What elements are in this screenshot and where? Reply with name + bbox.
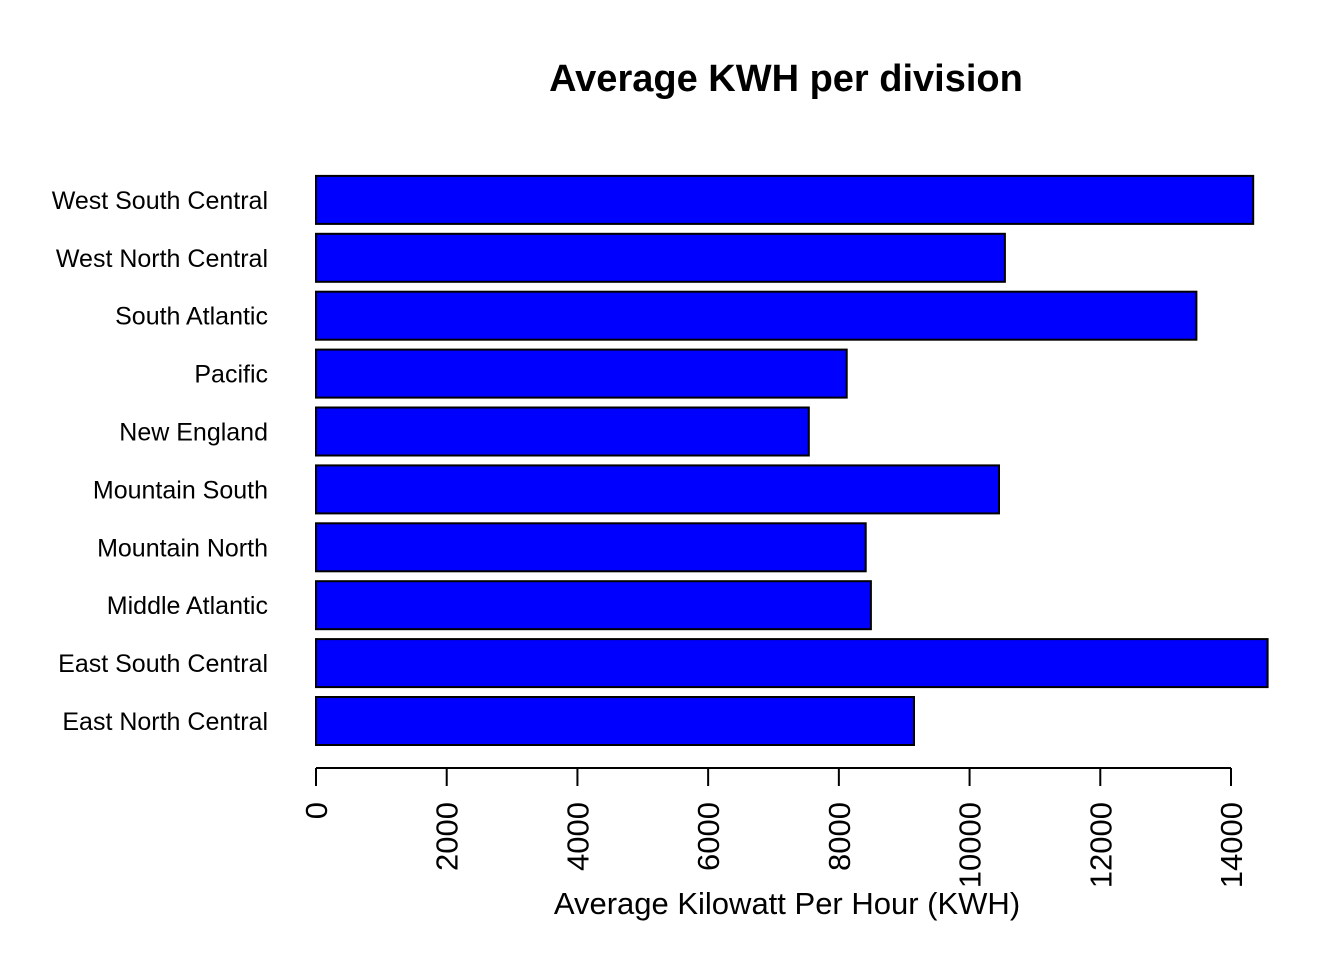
- bar: [315, 290, 1198, 341]
- bar: [315, 232, 1006, 283]
- x-tick-label: 8000: [822, 802, 857, 871]
- bar: [315, 406, 810, 457]
- category-label: East North Central: [62, 708, 268, 736]
- x-tick-label: 14000: [1214, 802, 1249, 888]
- bar: [315, 638, 1269, 689]
- category-label: East South Central: [58, 650, 268, 678]
- x-tick-label: 12000: [1083, 802, 1118, 888]
- bar: [315, 348, 848, 399]
- bar: [315, 174, 1255, 225]
- bar: [315, 696, 915, 746]
- chart-title: Average KWH per division: [549, 58, 1023, 100]
- category-labels: East North Central East South Central Midd…: [52, 187, 268, 736]
- category-label: Middle Atlantic: [107, 592, 268, 620]
- category-label: Mountain North: [97, 534, 268, 562]
- category-label: New England: [119, 419, 268, 447]
- x-tick-label: 0: [299, 802, 334, 819]
- category-label: West North Central: [56, 245, 268, 273]
- category-label: Mountain South: [93, 476, 268, 504]
- category-label: Pacific: [194, 361, 268, 389]
- bar: [315, 580, 872, 631]
- bar: [315, 464, 1000, 515]
- x-axis-title: Average Kilowatt Per Hour (KWH): [554, 886, 1020, 921]
- x-axis: 0 2000 4000 6000 8000 10000 12000 14000: [299, 767, 1249, 888]
- bar: [315, 522, 867, 573]
- x-tick-label: 6000: [691, 802, 726, 871]
- x-tick-label: 4000: [560, 802, 595, 871]
- category-label: South Atlantic: [115, 303, 268, 331]
- x-tick-label: 10000: [953, 802, 988, 888]
- category-label: West South Central: [52, 187, 268, 215]
- x-tick-label: 2000: [430, 802, 465, 871]
- bars: [315, 174, 1269, 746]
